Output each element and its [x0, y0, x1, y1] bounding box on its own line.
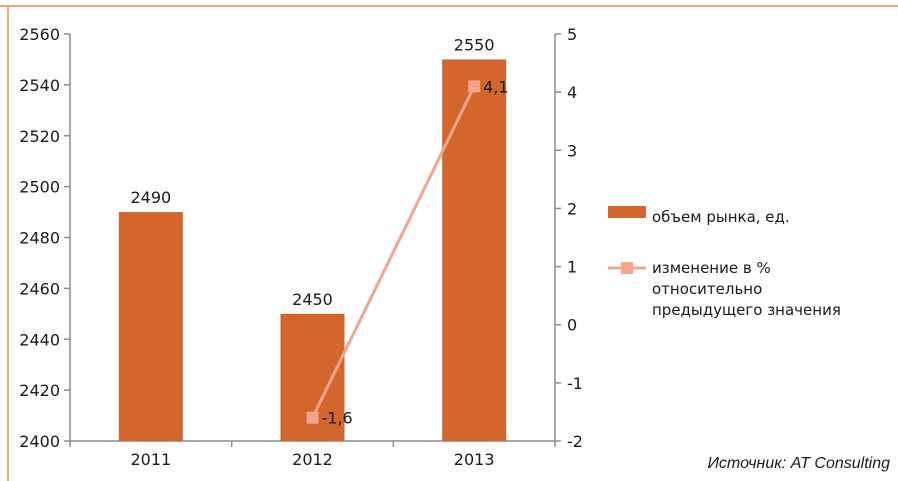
- line-point-marker: [306, 411, 319, 424]
- y-right-tick-label: -2: [567, 432, 583, 451]
- x-tick-label: 2013: [454, 450, 495, 469]
- y-right-tick-label: 0: [567, 316, 577, 335]
- legend-bar-label: объем рынка, ед.: [652, 208, 790, 226]
- y-right-tick-label: 1: [567, 258, 577, 277]
- y-right-tick-label: 3: [567, 141, 577, 160]
- line-data-label: -1,6: [322, 409, 353, 428]
- y-left-tick-label: 2480: [19, 229, 60, 248]
- bar-data-label: 2490: [130, 188, 171, 207]
- y-left-tick-label: 2520: [19, 127, 60, 146]
- legend-line-marker: [621, 262, 633, 274]
- line-point-marker: [468, 80, 481, 93]
- bar: [118, 212, 183, 441]
- y-left-tick-label: 2500: [19, 178, 60, 197]
- x-tick-label: 2011: [130, 450, 171, 469]
- y-left-tick-label: 2460: [19, 279, 60, 298]
- y-left-tick-label: 2540: [19, 76, 60, 95]
- legend-line-label: изменение в % относительно предыдущего зна…: [652, 259, 841, 319]
- source-note: Источник: AT Consulting: [707, 455, 890, 472]
- y-left-tick-label: 2400: [19, 432, 60, 451]
- change-line: [311, 85, 476, 419]
- bar-data-label: 2450: [292, 290, 333, 309]
- y-right-tick-label: 4: [567, 83, 577, 102]
- y-left-tick-label: 2440: [19, 330, 60, 349]
- y-left-tick-label: 2420: [19, 381, 60, 400]
- y-left-tick-label: 2560: [19, 25, 60, 44]
- legend-bar-swatch: [608, 206, 646, 218]
- y-right-tick-label: -1: [567, 374, 583, 393]
- bar-data-label: 2550: [454, 35, 495, 54]
- bar: [442, 59, 507, 441]
- y-right-tick-label: 5: [567, 25, 577, 44]
- line-data-label: 4,1: [483, 77, 508, 96]
- y-right-tick-label: 2: [567, 199, 577, 218]
- x-tick-label: 2012: [292, 450, 333, 469]
